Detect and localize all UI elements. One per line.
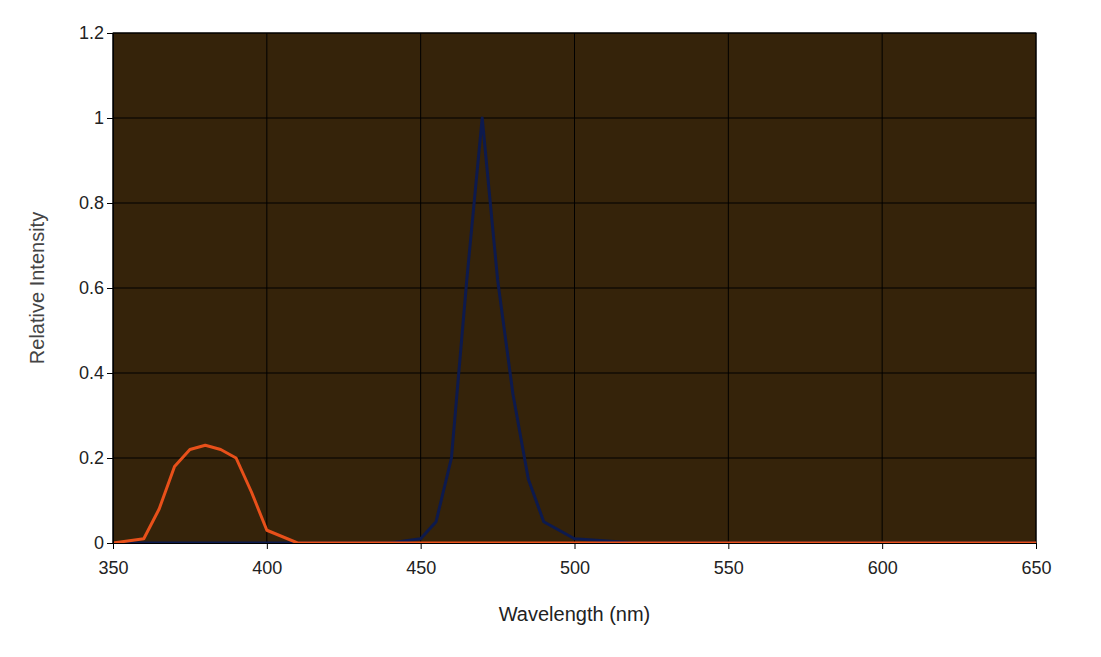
y-tick-label: 0.4 [79,363,104,383]
x-grid-line [728,33,729,543]
chart: 0 0.2 0.4 0.6 0.8 1 1.2 350 400 450 500 550 600 650 Wa… [0,0,1101,657]
y-tick-mark [107,458,113,459]
x-tick: 550 [714,543,744,578]
y-axis: 0 0.2 0.4 0.6 0.8 1 1.2 [79,23,114,553]
lines [113,118,1036,543]
x-tick-mark [575,543,576,549]
x-grid-line [266,33,267,543]
x-tick-mark [421,543,422,549]
y-tick-label: 1.2 [79,23,104,43]
x-tick-mark [113,543,114,549]
y-axis-title: Relative Intensity [26,212,48,364]
grid [113,33,1036,543]
plot-area [113,33,1036,543]
y-tick-label: 0 [94,533,104,553]
x-tick-label: 400 [252,558,282,578]
x-tick-label: 500 [560,558,590,578]
x-grid-line [882,33,883,543]
x-tick-label: 550 [714,558,744,578]
y-axis-line [113,34,114,544]
background [0,0,1101,657]
y-tick-label: 0.8 [79,193,104,213]
x-tick-label: 650 [1021,558,1051,578]
x-tick-label: 450 [406,558,436,578]
x-tick: 650 [1021,543,1051,578]
y-tick-mark [107,118,113,119]
x-tick-mark [728,543,729,549]
x-axis-title: Wavelength (nm) [499,603,651,625]
y-tick-mark [107,543,113,544]
y-tick: 0.6 [79,278,113,298]
x-tick-label: 600 [868,558,898,578]
y-tick: 0 [94,533,113,553]
x-tick: 350 [98,543,128,578]
y-tick-label: 1 [94,108,104,128]
series-line [113,445,1036,543]
x-grid-line [574,33,575,543]
x-tick: 600 [868,543,898,578]
y-tick: 1 [94,108,113,128]
x-tick-mark [882,543,883,549]
y-tick: 0.8 [79,193,113,213]
y-tick-label: 0.2 [79,448,104,468]
x-tick: 500 [560,543,590,578]
x-grid-line [420,33,421,543]
x-tick: 400 [252,543,282,578]
y-tick-label: 0.6 [79,278,104,298]
y-tick-mark [107,373,113,374]
y-tick-mark [107,203,113,204]
plot: 0 0.2 0.4 0.6 0.8 1 1.2 350 400 450 500 550 600 650 [79,23,1052,577]
x-tick-label: 350 [98,558,128,578]
y-tick: 0.4 [79,363,113,383]
y-tick: 0.2 [79,448,113,468]
x-axis: 350 400 450 500 550 600 650 [98,543,1051,578]
y-tick-mark [107,33,113,34]
series-line [113,118,1036,543]
y-tick-mark [107,288,113,289]
x-tick-mark [1036,543,1037,549]
x-grid-line [1036,33,1037,543]
x-tick-mark [267,543,268,549]
y-tick: 1.2 [79,23,113,43]
x-tick: 450 [406,543,436,578]
